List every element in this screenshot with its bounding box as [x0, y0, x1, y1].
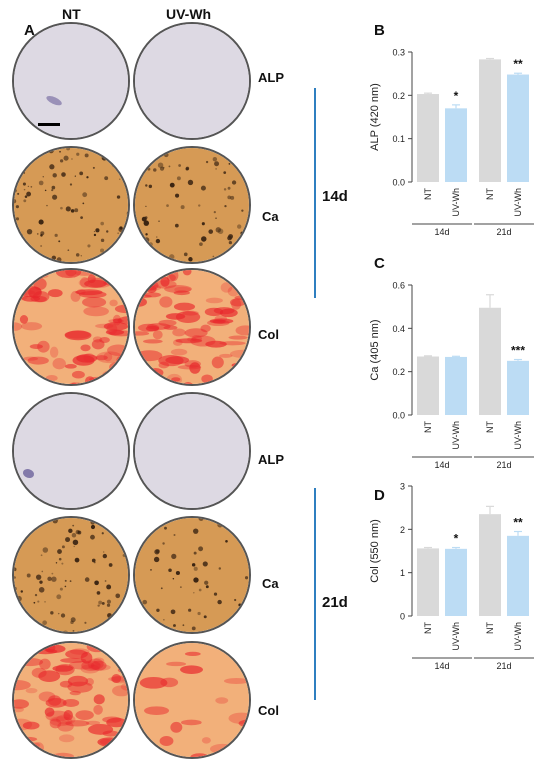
chart-b-group-label: 14d — [434, 227, 449, 237]
well-texture — [14, 394, 128, 508]
chart-b-ytick-label: 0.0 — [392, 178, 405, 188]
well-texture — [135, 394, 249, 508]
chart-c-bar-21d-nt — [479, 307, 501, 415]
chart-d-ytick-label: 2 — [400, 525, 405, 535]
well-texture — [135, 518, 249, 632]
chart-c-ylabel: Ca (405 nm) — [369, 319, 381, 380]
chart-c-group-label: 21d — [496, 460, 511, 470]
chart-c-ytick-label: 0.0 — [392, 411, 405, 421]
stain-label-ca-14d: Ca — [262, 209, 279, 224]
chart-b-ytick-label: 0.1 — [392, 134, 405, 144]
chart-b-significance: ** — [513, 57, 523, 71]
chart-d-ytick-label: 0 — [400, 612, 405, 622]
well-alp-14d-nt — [12, 22, 130, 140]
chart-d-ylabel: Col (550 nm) — [369, 519, 381, 583]
chart-d-bar-14d-uvwh — [445, 548, 467, 616]
well-alp-21d-nt — [12, 392, 130, 510]
chart-d-bar-21d-nt — [479, 514, 501, 616]
chart-c-ytick-label: 0.6 — [392, 281, 405, 291]
well-texture — [135, 643, 249, 757]
chart-d-category-label: UV-Wh — [451, 622, 461, 651]
well-texture — [135, 148, 249, 262]
chart-b-ytick-label: 0.2 — [392, 91, 405, 101]
chart-d-significance: ** — [513, 516, 523, 530]
stain-label-col-21d: Col — [258, 703, 279, 718]
chart-d-ytick-label: 1 — [400, 568, 405, 578]
chart-c-significance: *** — [511, 344, 525, 358]
well-texture — [14, 518, 128, 632]
well-col-21d-nt — [12, 641, 130, 759]
chart-c-ytick-label: 0.2 — [392, 367, 405, 377]
chart-b-category-label: UV-Wh — [451, 188, 461, 217]
chart-d-bar-21d-uvwh — [507, 535, 529, 616]
scale-bar — [38, 123, 60, 126]
chart-d-category-label: NT — [423, 622, 433, 634]
chart-d-bar-14d-nt — [417, 548, 439, 616]
chart-c-category-label: UV-Wh — [451, 421, 461, 450]
well-col-21d-uvwh — [133, 641, 251, 759]
chart-b-bar-21d-nt — [479, 59, 501, 182]
well-texture — [135, 24, 249, 138]
chart-b-ytick-label: 0.3 — [392, 48, 405, 58]
well-alp-21d-uvwh — [133, 392, 251, 510]
well-ca-14d-nt — [12, 146, 130, 264]
chart-b-category-label: NT — [423, 188, 433, 200]
chart-b-significance: * — [454, 89, 459, 103]
chart-c-bar-14d-nt — [417, 356, 439, 415]
chart-c-category-label: UV-Wh — [513, 421, 523, 450]
stain-label-ca-21d: Ca — [262, 576, 279, 591]
well-col-14d-nt — [12, 268, 130, 386]
well-texture — [14, 270, 128, 384]
time-label-21d: 21d — [322, 594, 348, 611]
chart-b-bar-14d-uvwh — [445, 108, 467, 182]
well-texture — [14, 643, 128, 757]
chart-d-category-label: NT — [485, 622, 495, 634]
well-texture — [14, 24, 128, 138]
well-ca-21d-nt — [12, 516, 130, 634]
well-alp-14d-uvwh — [133, 22, 251, 140]
col-header-uvwh: UV-Wh — [166, 6, 212, 22]
chart-c-ca: Ca (405 nm) 0.0 0.2 0.4 0.6 NT UV-Wh NT *** UV-Wh… — [369, 281, 534, 470]
well-texture — [14, 148, 128, 262]
chart-c-group-label: 14d — [434, 460, 449, 470]
chart-b-category-label: NT — [485, 188, 495, 200]
timeline-21d — [314, 488, 316, 700]
col-header-nt: NT — [62, 6, 81, 22]
chart-b-bar-14d-nt — [417, 94, 439, 182]
chart-d-group-label: 14d — [434, 661, 449, 671]
chart-c-category-label: NT — [423, 421, 433, 433]
chart-d-ytick-label: 3 — [400, 482, 405, 492]
panel-d-letter: D — [374, 487, 385, 504]
chart-b-alp: ALP (420 nm) 0.0 0.1 0.2 0.3 NT * UV-Wh NT ** UV-W… — [369, 48, 534, 237]
chart-c-bar-21d-uvwh — [507, 360, 529, 415]
timeline-14d — [314, 88, 316, 298]
chart-b-group-label: 21d — [496, 227, 511, 237]
chart-c-bar-14d-uvwh — [445, 356, 467, 415]
well-ca-14d-uvwh — [133, 146, 251, 264]
chart-d-group-label: 21d — [496, 661, 511, 671]
chart-c-category-label: NT — [485, 421, 495, 433]
stain-label-alp-14d: ALP — [258, 70, 284, 85]
stain-label-col-14d: Col — [258, 327, 279, 342]
well-col-14d-uvwh — [133, 268, 251, 386]
chart-b-ylabel: ALP (420 nm) — [369, 83, 381, 151]
chart-c-ytick-label: 0.4 — [392, 324, 405, 334]
well-ca-21d-uvwh — [133, 516, 251, 634]
panel-c-letter: C — [374, 255, 385, 272]
time-label-14d: 14d — [322, 188, 348, 205]
chart-d-category-label: UV-Wh — [513, 622, 523, 651]
well-texture — [135, 270, 249, 384]
chart-b-bar-21d-uvwh — [507, 74, 529, 182]
chart-d-significance: * — [454, 532, 459, 546]
panel-b-letter: B — [374, 22, 385, 39]
stain-label-alp-21d: ALP — [258, 452, 284, 467]
chart-b-category-label: UV-Wh — [513, 188, 523, 217]
